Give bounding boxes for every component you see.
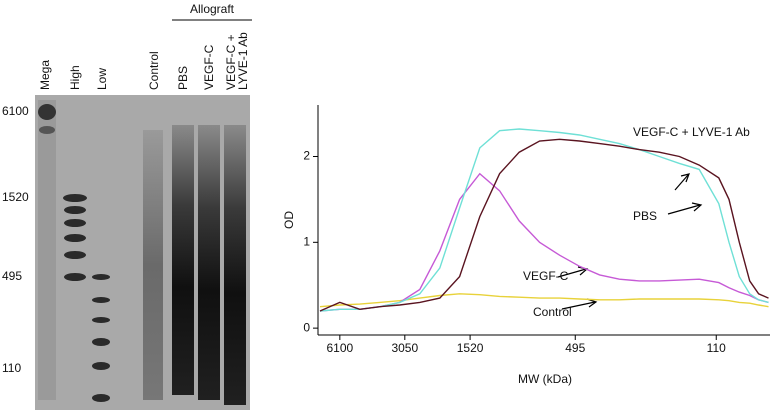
lane-label: Low bbox=[95, 68, 109, 90]
series-label: Control bbox=[533, 305, 572, 319]
series-label: VEGF-C bbox=[523, 269, 569, 283]
y-tick-label: 2 bbox=[303, 149, 310, 163]
lane-label: Mega bbox=[38, 60, 52, 90]
lane-label: High bbox=[68, 65, 82, 90]
x-axis-label: MW (kDa) bbox=[518, 372, 572, 386]
series-label: PBS bbox=[633, 209, 657, 223]
marker-label: 110 bbox=[2, 361, 21, 375]
gel-labels: Mega High Low Control PBS VEGF-C VEGF-C +LYVE-… bbox=[2, 32, 250, 375]
x-tick-label: 3050 bbox=[391, 341, 418, 355]
gel-image bbox=[35, 95, 250, 410]
lane-label: VEGF-C + bbox=[224, 34, 238, 90]
lane-label: LYVE-1 Ab bbox=[236, 32, 250, 90]
marker-label: 495 bbox=[2, 269, 22, 283]
lane-label: VEGF-C bbox=[202, 44, 216, 90]
marker-label: 1520 bbox=[2, 190, 29, 204]
x-tick-label: 1520 bbox=[457, 341, 484, 355]
lane-label: PBS bbox=[176, 66, 190, 90]
y-tick-label: 1 bbox=[303, 234, 310, 248]
marker-label: 6100 bbox=[2, 104, 29, 118]
group-label: Allograft bbox=[190, 2, 235, 16]
chart: OD MW (kDa) 0 1 2 6100 3050 1520 495 110 Control… bbox=[282, 105, 770, 386]
y-tick-label: 0 bbox=[303, 320, 310, 334]
line-series bbox=[319, 138, 769, 312]
annotation-arrows bbox=[557, 173, 703, 310]
series-label: VEGF-C + LYVE-1 Ab bbox=[633, 125, 750, 139]
line-series bbox=[319, 128, 769, 312]
x-tick-label: 110 bbox=[707, 341, 726, 355]
y-axis-label: OD bbox=[282, 211, 296, 229]
lane-label: Control bbox=[147, 51, 161, 90]
line-series bbox=[319, 172, 769, 312]
x-tick-label: 495 bbox=[565, 341, 585, 355]
x-tick-label: 6100 bbox=[326, 341, 353, 355]
